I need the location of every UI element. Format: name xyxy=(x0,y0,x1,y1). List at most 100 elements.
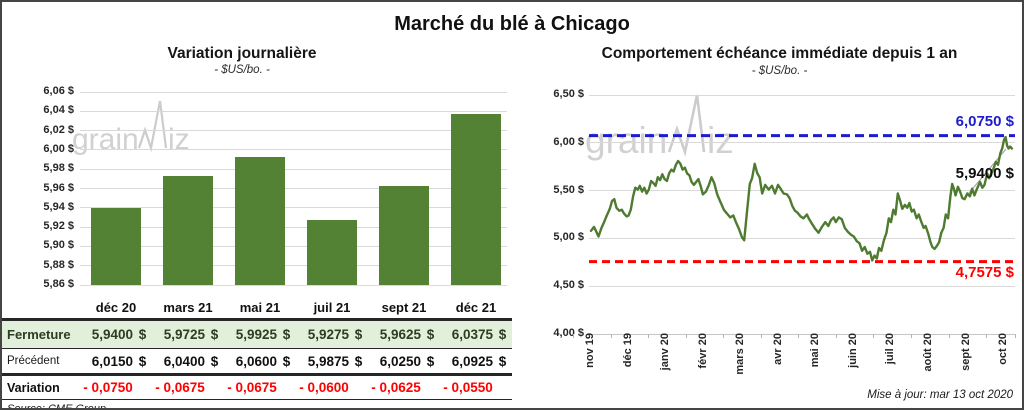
cell-fermeture-déc 20: 5,9400 $ xyxy=(80,327,152,342)
column-header-juil 21: juil 21 xyxy=(313,300,351,315)
y-axis-label: 6,02 $ xyxy=(43,123,74,136)
y-axis-label: 6,06 $ xyxy=(43,85,74,97)
cell-variation-mai 21: - 0,0675 xyxy=(227,380,277,395)
value: 5,9925 xyxy=(235,327,277,342)
y-gridline xyxy=(589,333,1015,335)
bar-juil 21 xyxy=(307,219,357,285)
cell-variation-mars 21: - 0,0675 xyxy=(155,380,205,395)
value: 5,9400 xyxy=(91,327,133,342)
currency-symbol: $ xyxy=(426,327,435,342)
y-axis-label: 5,98 $ xyxy=(43,162,74,175)
x-axis-label-janv 20: janv 20 xyxy=(659,333,672,371)
y-axis-label: 5,96 $ xyxy=(43,181,74,194)
table-row-variation: Variation - 0,0750 - 0,0675 - 0,0675 - 0,060… xyxy=(2,376,512,400)
low-value-label: 4,7575 $ xyxy=(955,264,1014,281)
value: 6,0400 xyxy=(163,353,205,369)
x-axis-label-avr 20: avr 20 xyxy=(771,333,784,365)
x-axis-tick xyxy=(948,334,950,338)
y-axis-label: 5,94 $ xyxy=(43,200,74,213)
value: 6,0925 xyxy=(451,353,493,369)
currency-symbol: $ xyxy=(354,327,363,342)
currency-symbol: $ xyxy=(426,353,435,369)
x-axis-tick xyxy=(986,334,988,338)
x-axis-label-déc 19: déc 19 xyxy=(621,333,634,368)
row-label-variation: Variation xyxy=(7,380,60,395)
cell-fermeture-déc 21: 6,0375 $ xyxy=(440,327,512,342)
currency-symbol: $ xyxy=(138,353,147,369)
y-gridline xyxy=(80,130,507,132)
currency-symbol: $ xyxy=(282,353,291,369)
currency-symbol: $ xyxy=(138,327,147,342)
y-axis-label: 5,50 $ xyxy=(553,183,584,196)
x-axis-tick xyxy=(760,334,762,338)
y-gridline xyxy=(589,142,1015,144)
y-axis-label: 5,86 $ xyxy=(43,278,74,290)
x-axis-tick xyxy=(835,334,837,338)
cell-variation-sept 21: - 0,0625 xyxy=(371,380,421,395)
cell-variation-déc 20: - 0,0750 xyxy=(83,380,133,395)
column-header-déc 20: déc 20 xyxy=(95,300,137,315)
right-chart-title: Comportement échéance immédiate depuis 1… xyxy=(601,45,958,62)
x-axis-tick xyxy=(610,334,612,338)
page-title: Marché du blé à Chicago xyxy=(394,13,630,35)
value: 6,0150 xyxy=(91,353,133,369)
y-axis-label: 6,04 $ xyxy=(43,104,74,117)
x-axis-tick xyxy=(910,334,912,338)
watermark-spike-icon xyxy=(137,100,168,153)
price-line xyxy=(589,135,1014,262)
bar-mars 21 xyxy=(163,176,213,285)
y-gridline xyxy=(80,207,507,209)
y-gridline xyxy=(589,285,1015,287)
cell-precedent-déc 20: 6,0150 $ xyxy=(80,354,152,369)
cell-precedent-mai 21: 6,0600 $ xyxy=(224,354,296,369)
x-axis-tick xyxy=(723,334,725,338)
x-axis-tick xyxy=(685,334,687,338)
cell-precedent-juil 21: 5,9875 $ xyxy=(296,354,368,369)
high-value-label: 6,0750 $ xyxy=(955,113,1014,130)
y-axis-label: 5,92 $ xyxy=(43,220,74,233)
x-axis-tick xyxy=(573,334,574,338)
x-axis-label-août 20: août 20 xyxy=(921,333,934,372)
value: 5,9625 xyxy=(379,327,421,342)
y-gridline xyxy=(589,237,1015,239)
y-axis-label: 6,50 $ xyxy=(553,88,584,100)
currency-symbol: $ xyxy=(354,353,363,369)
currency-symbol: $ xyxy=(498,353,507,369)
x-axis-label-mars 20: mars 20 xyxy=(734,333,747,375)
column-header-mai 21: mai 21 xyxy=(239,300,281,315)
y-axis-label: 5,88 $ xyxy=(43,258,74,271)
watermark-text-iz: iz xyxy=(168,123,190,156)
left-chart-title: Variation journalière xyxy=(167,45,317,62)
value: 5,9275 xyxy=(307,327,349,342)
currency-symbol: $ xyxy=(282,327,291,342)
currency-symbol: $ xyxy=(498,327,507,342)
table-rows: déc 20 mars 21 mai 21 juil 21 sept 21 déc 21 F… xyxy=(2,297,512,400)
watermark-text-grain: grain xyxy=(72,123,139,156)
x-axis-label-sept 20: sept 20 xyxy=(959,333,972,371)
table-header-row: déc 20 mars 21 mai 21 juil 21 sept 21 déc 21 xyxy=(2,297,512,318)
value: 5,9875 xyxy=(307,353,349,369)
value: 6,0375 xyxy=(451,327,493,342)
y-axis-label: 6,00 $ xyxy=(553,135,584,148)
y-gridline xyxy=(80,265,507,267)
y-gridline xyxy=(589,190,1015,192)
futures-price-table: déc 20 mars 21 mai 21 juil 21 sept 21 déc 21 F… xyxy=(2,297,512,408)
x-axis-label-oct 20: oct 20 xyxy=(997,333,1010,365)
update-note: Mise à jour: mar 13 oct 2020 xyxy=(867,389,1013,401)
y-gridline xyxy=(80,91,507,93)
table-row-precedent: Précédent 6,0150 $6,0400 $6,0600 $5,9875 $6,0… xyxy=(2,349,512,376)
bar-déc 20 xyxy=(91,207,141,285)
y-axis-label: 6,00 $ xyxy=(43,142,74,155)
watermark-spike-icon xyxy=(667,94,706,157)
x-axis-label-mai 20: mai 20 xyxy=(809,333,822,368)
currency-symbol: $ xyxy=(210,327,219,342)
table-row-fermeture: Fermeture 5,9400 $5,9725 $5,9925 $5,9275 $5,9… xyxy=(2,318,512,349)
y-gridline xyxy=(80,226,507,228)
cell-precedent-déc 21: 6,0925 $ xyxy=(440,354,512,369)
row-label-fermeture: Fermeture xyxy=(7,327,71,342)
cell-variation-juil 21: - 0,0600 xyxy=(299,380,349,395)
cell-variation-déc 21: - 0,0550 xyxy=(443,380,493,395)
cell-fermeture-juil 21: 5,9275 $ xyxy=(296,327,368,342)
y-gridline xyxy=(80,110,507,112)
